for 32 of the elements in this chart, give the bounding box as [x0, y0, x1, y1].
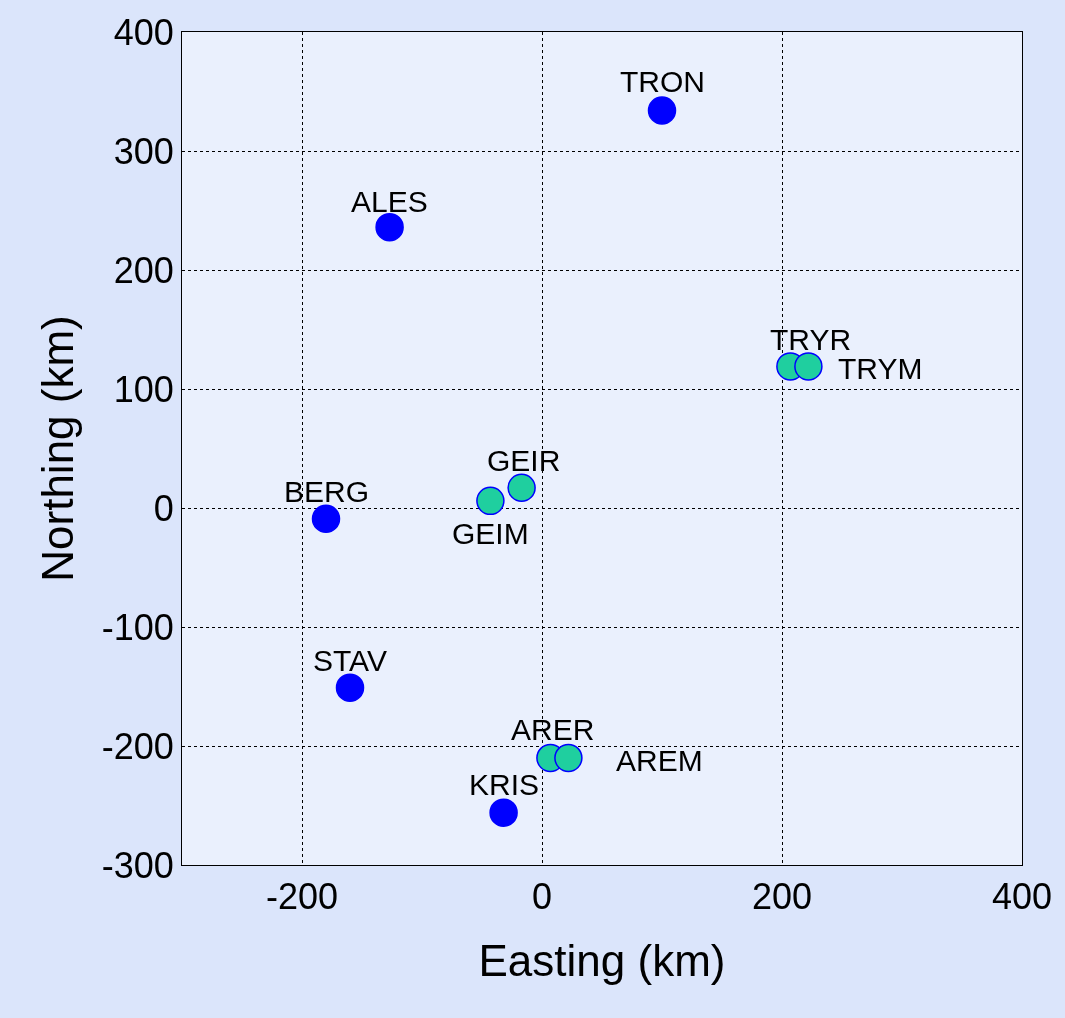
point [489, 798, 518, 827]
point [375, 212, 404, 242]
annotation: ARER [511, 713, 595, 746]
x-tick-label: 400 [991, 876, 1053, 918]
point [647, 96, 677, 125]
y-tick-label: 0 [153, 487, 174, 529]
y-tick-label: 300 [113, 130, 174, 172]
point [335, 673, 365, 702]
point [507, 473, 536, 503]
y-tick-label: 400 [113, 11, 174, 53]
x-axis-title: Easting (km) [478, 935, 726, 985]
y-tick-label: -200 [101, 725, 174, 767]
y-tick-label: -300 [101, 844, 174, 886]
annotation: GEIR [487, 444, 561, 477]
y-tick-label: 200 [113, 249, 174, 291]
point [554, 743, 583, 773]
point [311, 504, 341, 533]
annotation: KRIS [469, 768, 540, 801]
annotation: STAV [313, 644, 387, 677]
x-tick-label: 200 [751, 876, 813, 918]
x-tick-label: -200 [265, 876, 339, 918]
y-tick-label: 100 [113, 368, 174, 410]
annotation: BERG [284, 475, 370, 508]
point [476, 486, 505, 516]
y-tick-label: -100 [101, 606, 174, 648]
annotation: GEIM [452, 517, 529, 550]
annotation: AREM [616, 744, 703, 777]
y-axis-title: Northing (km) [32, 315, 82, 582]
annotation: ALES [351, 185, 428, 218]
x-tick-label: 0 [531, 876, 553, 918]
annotation: TRON [620, 65, 705, 98]
point [794, 352, 823, 381]
